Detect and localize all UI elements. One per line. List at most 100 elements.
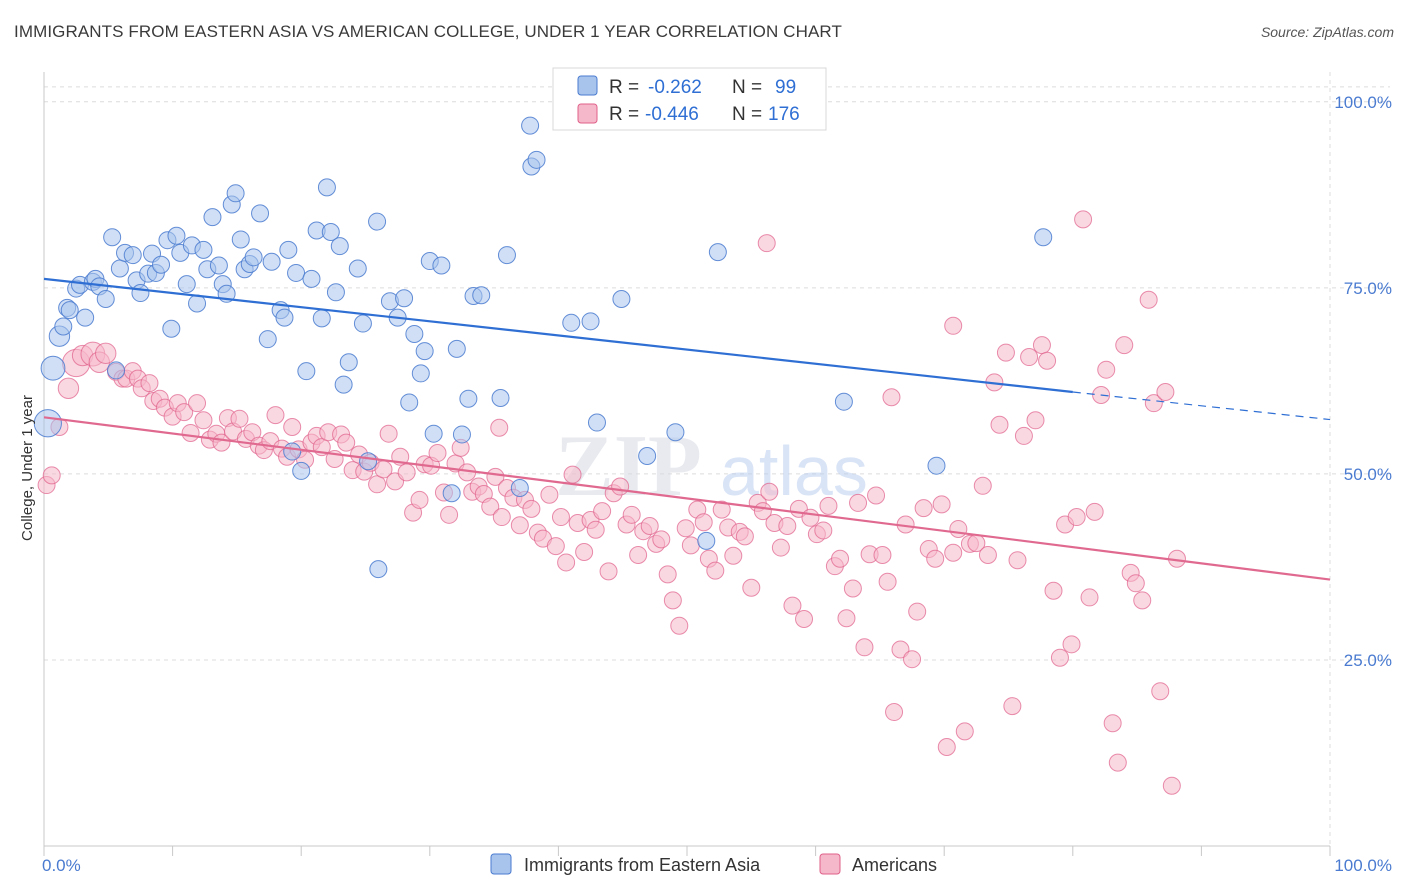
x-tick-label-min: 0.0%	[42, 856, 81, 875]
pink-point-147	[926, 549, 945, 568]
blue-point-70	[405, 324, 424, 343]
source-label: Source: ZipAtlas.com	[1260, 24, 1394, 40]
blue-point-75	[432, 256, 451, 275]
blue-trendline-extension	[1072, 391, 1331, 421]
pink-point-126	[801, 508, 820, 527]
pink-point-167	[1044, 581, 1063, 600]
pink-point-151	[949, 519, 968, 538]
blue-point-0	[33, 409, 62, 438]
pink-point-115	[735, 527, 754, 546]
pink-point-121	[771, 538, 790, 557]
legend-blue-n-label: N =	[732, 77, 762, 98]
pink-point-102	[658, 565, 677, 584]
blue-point-23	[152, 255, 171, 274]
pink-point-73	[486, 467, 505, 486]
pink-point-134	[849, 493, 868, 512]
blue-point-14	[107, 361, 126, 380]
blue-point-48	[279, 240, 298, 259]
blue-points	[33, 116, 1053, 579]
blue-point-78	[452, 425, 471, 444]
pink-point-132	[837, 609, 856, 628]
pink-point-156	[978, 546, 997, 565]
pink-point-164	[1026, 411, 1045, 430]
pink-point-30	[230, 409, 249, 428]
pink-point-183	[1139, 290, 1158, 309]
legend-blue-n-value: 99	[775, 77, 796, 98]
legend-pink-n-value: 176	[768, 104, 800, 125]
blue-point-57	[321, 223, 340, 242]
pink-point-91	[593, 502, 612, 521]
pink-point-155	[973, 476, 992, 495]
pink-point-36	[266, 406, 285, 425]
blue-point-8	[76, 308, 95, 327]
blue-point-72	[415, 342, 434, 361]
pink-point-181	[1126, 574, 1145, 593]
pink-point-133	[843, 579, 862, 598]
pink-point-172	[1074, 210, 1093, 229]
pink-point-125	[795, 610, 814, 629]
pink-point-1	[42, 466, 61, 485]
pink-point-96	[622, 505, 641, 524]
blue-point-15	[110, 259, 129, 278]
pink-point-101	[652, 530, 671, 549]
pink-point-184	[1144, 394, 1163, 413]
blue-point-61	[339, 353, 358, 372]
blue-point-62	[348, 259, 367, 278]
pink-point-128	[814, 521, 833, 540]
pink-point-110	[706, 561, 725, 580]
pink-point-144	[908, 602, 927, 621]
blue-point-60	[334, 375, 353, 394]
blue-point-77	[447, 339, 466, 358]
pink-point-158	[990, 415, 1009, 434]
series-legend: Immigrants from Eastern Asia Americans	[490, 853, 937, 875]
blue-point-64	[359, 452, 378, 471]
blue-point-19	[131, 284, 150, 303]
legend-blue-r-label: R =	[609, 77, 639, 98]
watermark-atlas: atlas	[720, 432, 868, 510]
blue-point-45	[262, 252, 281, 271]
pink-point-111	[712, 500, 731, 519]
pink-point-162	[1014, 426, 1033, 445]
pink-point-141	[891, 640, 910, 659]
blue-trendline	[43, 277, 1073, 394]
blue-point-50	[287, 263, 306, 282]
blue-point-79	[459, 389, 478, 408]
blue-point-96	[1034, 228, 1053, 247]
bottom-legend-blue-label: Immigrants from Eastern Asia	[524, 855, 761, 875]
pink-point-65	[440, 505, 459, 524]
pink-point-139	[878, 572, 897, 591]
y-tick-label-2: 75.0%	[1344, 279, 1392, 298]
pink-point-113	[724, 546, 743, 565]
pink-point-48	[337, 433, 356, 452]
pink-point-178	[1108, 753, 1127, 772]
blue-point-99	[697, 531, 716, 550]
pink-point-15	[140, 374, 159, 393]
y-axis-label: College, Under 1 year	[19, 395, 36, 541]
pink-point-137	[867, 486, 886, 505]
pink-point-84	[551, 508, 570, 527]
pink-point-149	[937, 738, 956, 757]
pink-point-83	[546, 537, 565, 556]
pink-point-161	[1008, 551, 1027, 570]
pink-point-22	[181, 423, 200, 442]
pink-point-99	[640, 516, 659, 535]
blue-point-90	[612, 289, 631, 308]
pink-point-123	[783, 596, 802, 615]
chart-title: IMMIGRANTS FROM EASTERN ASIA VS AMERICAN…	[14, 22, 842, 41]
legend-blue-r-value: -0.262	[648, 77, 702, 98]
blue-point-82	[491, 388, 510, 407]
pink-point-24	[194, 411, 213, 430]
pink-point-88	[575, 543, 594, 562]
x-tick-label-max: 100.0%	[1334, 856, 1392, 875]
pink-point-171	[1067, 508, 1086, 527]
pink-point-187	[1162, 776, 1181, 795]
blue-point-26	[167, 226, 186, 245]
pink-point-63	[428, 444, 447, 463]
axes	[43, 72, 1331, 856]
blue-point-89	[587, 413, 606, 432]
pink-point-79	[522, 499, 541, 518]
pink-point-189	[882, 388, 901, 407]
pink-point-170	[1062, 635, 1081, 654]
pink-point-150	[944, 543, 963, 562]
